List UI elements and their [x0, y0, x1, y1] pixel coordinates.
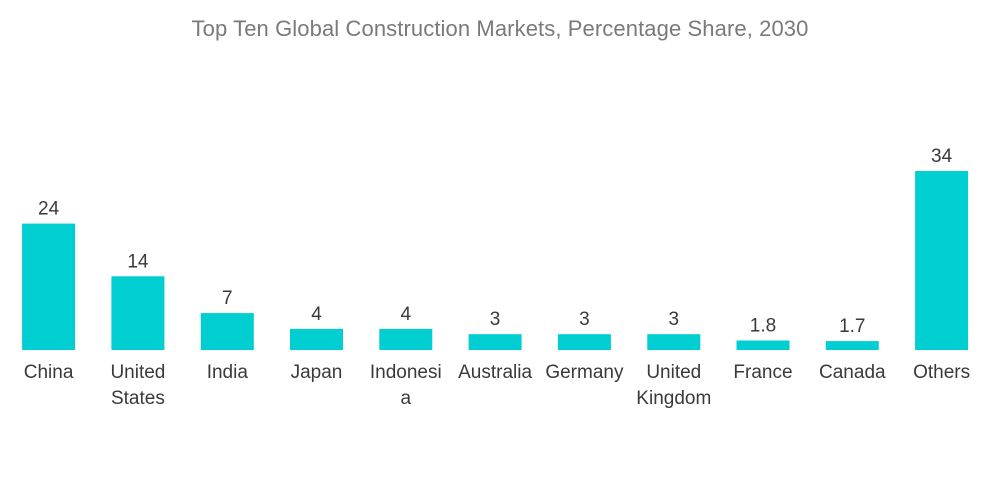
tick-label-india: India: [207, 362, 249, 383]
bar-india: [200, 313, 254, 350]
value-label-others: 34: [931, 146, 953, 167]
value-label-indonesia: 4: [401, 304, 412, 325]
value-label-united-kingdom: 3: [669, 309, 680, 330]
tick-label-indonesia: Indonesi a: [370, 362, 442, 409]
tick-label-australia: Australia: [458, 362, 532, 383]
bar-germany: [557, 334, 611, 350]
bar-others: [915, 171, 969, 350]
tick-label-japan: Japan: [291, 362, 343, 383]
bar-canada: [825, 341, 879, 350]
bar-united-kingdom: [647, 334, 701, 350]
tick-label-united-kingdom: United Kingdom: [636, 362, 711, 409]
bar-united-states: [111, 276, 165, 350]
value-label-canada: 1.7: [839, 316, 865, 337]
value-label-japan: 4: [311, 304, 322, 325]
value-label-australia: 3: [490, 309, 501, 330]
tick-label-united-states: United States: [110, 362, 165, 409]
bar-china: [22, 223, 76, 350]
tick-label-canada: Canada: [819, 362, 886, 383]
value-label-india: 7: [222, 288, 233, 309]
bar-japan: [290, 328, 343, 350]
bar-australia: [468, 334, 522, 350]
tick-label-china: China: [24, 362, 74, 383]
tick-label-others: Others: [913, 362, 970, 383]
chart-title: Top Ten Global Construction Markets, Per…: [191, 16, 809, 41]
value-label-united-states: 14: [127, 251, 149, 272]
tick-label-france: France: [733, 362, 792, 383]
value-label-france: 1.8: [750, 316, 776, 337]
value-label-germany: 3: [579, 309, 590, 330]
bar-indonesia: [379, 328, 433, 350]
bar-france: [736, 340, 790, 350]
value-label-china: 24: [38, 199, 60, 220]
tick-label-germany: Germany: [545, 362, 624, 383]
